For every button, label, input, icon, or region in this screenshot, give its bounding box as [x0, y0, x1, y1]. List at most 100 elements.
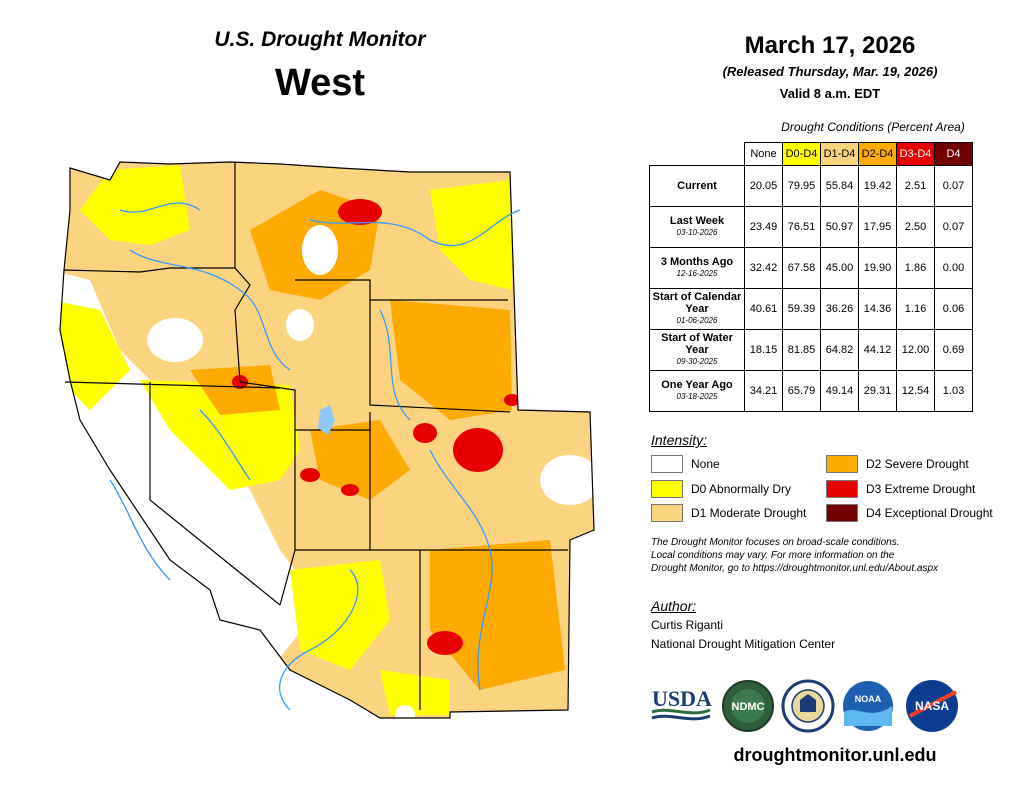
partner-logos: USDA NDMC NOAA NASA: [651, 679, 958, 733]
table-cell: 34.21: [744, 370, 783, 412]
col-none: None: [744, 142, 783, 166]
legend-d1-swatch: [651, 504, 683, 522]
col-d0-d4: D0-D4: [782, 142, 821, 166]
table-corner: [649, 142, 745, 166]
valid-time: Valid 8 a.m. EDT: [779, 86, 881, 101]
legend-d0: D0 Abnormally Dry: [651, 480, 791, 498]
table-cell: 0.06: [934, 288, 973, 330]
table-cell: 20.05: [744, 165, 783, 207]
nasa-logo-text: NASA: [915, 699, 949, 713]
legend-d0-swatch: [651, 480, 683, 498]
row-date: 03-10-2026: [676, 228, 718, 237]
noaa-logo: NOAA: [843, 681, 893, 731]
row-date: 12-16-2025: [676, 269, 718, 278]
legend-d3: D3 Extreme Drought: [826, 480, 975, 498]
table-cell: 0.00: [934, 247, 973, 289]
table-cell: 81.85: [782, 329, 821, 371]
drought-map: [59, 161, 595, 719]
legend-d4: D4 Exceptional Drought: [826, 504, 993, 522]
table-row: Start of Calendar Year 01-06-2026 40.61 59.…: [649, 288, 973, 330]
legend-d2-swatch: [826, 455, 858, 473]
row-label: Current: [649, 165, 745, 207]
table-cell: 45.00: [820, 247, 859, 289]
row-label-text: Start of Water Year: [661, 332, 733, 356]
row-label-text: One Year Ago: [661, 379, 733, 391]
table-cell: 49.14: [820, 370, 859, 412]
doc-seal-logo: [781, 679, 835, 733]
table-row: One Year Ago 03-18-2025 34.21 65.79 49.14 29.…: [649, 370, 973, 412]
table-cell: 0.07: [934, 165, 973, 207]
row-label: Start of Calendar Year 01-06-2026: [649, 288, 745, 330]
row-label-text: Start of Calendar Year: [652, 291, 742, 315]
table-cell: 1.03: [934, 370, 973, 412]
table-caption: Drought Conditions (Percent Area): [781, 120, 965, 134]
row-label: One Year Ago 03-18-2025: [649, 370, 745, 412]
table-cell: 32.42: [744, 247, 783, 289]
legend-d4-label: D4 Exceptional Drought: [866, 506, 993, 520]
col-d4: D4: [934, 142, 973, 166]
legend-d1-label: D1 Moderate Drought: [691, 506, 807, 520]
row-label-text: Last Week: [669, 215, 725, 227]
table-row: Last Week 03-10-2026 23.49 76.51 50.97 17.95 2…: [649, 206, 973, 248]
legend-none: None: [651, 455, 720, 473]
row-label: Last Week 03-10-2026: [649, 206, 745, 248]
row-date: 09-30-2025: [676, 357, 718, 366]
noaa-logo-text: NOAA: [855, 694, 882, 704]
table-cell: 67.58: [782, 247, 821, 289]
release-date: (Released Thursday, Mar. 19, 2026): [722, 64, 938, 79]
table-cell: 0.07: [934, 206, 973, 248]
table-cell: 0.69: [934, 329, 973, 371]
legend-d3-label: D3 Extreme Drought: [866, 482, 976, 496]
region-title: West: [274, 62, 366, 104]
table-cell: 12.00: [896, 329, 935, 371]
table-cell: 76.51: [782, 206, 821, 248]
drought-conditions-table: None D0-D4 D1-D4 D2-D4 D3-D4 D4 Current 2…: [649, 142, 973, 412]
table-cell: 79.95: [782, 165, 821, 207]
table-cell: 19.90: [858, 247, 897, 289]
table-cell: 36.26: [820, 288, 859, 330]
table-cell: 40.61: [744, 288, 783, 330]
row-label: Start of Water Year 09-30-2025: [649, 329, 745, 371]
table-cell: 14.36: [858, 288, 897, 330]
legend-d3-swatch: [826, 480, 858, 498]
row-label-text: 3 Months Ago: [660, 256, 734, 268]
legend-none-swatch: [651, 455, 683, 473]
table-header-row: None D0-D4 D1-D4 D2-D4 D3-D4 D4: [649, 142, 973, 166]
author-org: National Drought Mitigation Center: [651, 637, 836, 651]
legend-d0-label: D0 Abnormally Dry: [691, 482, 792, 496]
usda-logo: USDA: [651, 686, 712, 721]
table-cell: 2.50: [896, 206, 935, 248]
map-date: March 17, 2026: [744, 32, 916, 59]
row-date: 03-18-2025: [676, 392, 718, 401]
disclaimer-note: The Drought Monitor focuses on broad-sca…: [651, 536, 1011, 575]
col-d1-d4: D1-D4: [820, 142, 859, 166]
table-cell: 17.95: [858, 206, 897, 248]
usda-logo-text: USDA: [652, 686, 712, 711]
note-line-1: The Drought Monitor focuses on broad-sca…: [651, 537, 900, 548]
col-d3-d4: D3-D4: [896, 142, 935, 166]
table-cell: 59.39: [782, 288, 821, 330]
row-label-text: Current: [677, 180, 717, 192]
table-row: Current 20.05 79.95 55.84 19.42 2.51 0.07: [649, 165, 973, 207]
col-d2-d4: D2-D4: [858, 142, 897, 166]
legend-none-label: None: [691, 457, 720, 471]
nasa-logo: NASA: [906, 680, 958, 732]
row-date: 01-06-2026: [676, 316, 718, 325]
legend-d1: D1 Moderate Drought: [651, 504, 806, 522]
table-cell: 19.42: [858, 165, 897, 207]
website-url[interactable]: droughtmonitor.unl.edu: [733, 745, 937, 765]
table-row: 3 Months Ago 12-16-2025 32.42 67.58 45.00 19.…: [649, 247, 973, 289]
table-cell: 55.84: [820, 165, 859, 207]
table-cell: 18.15: [744, 329, 783, 371]
legend-title: Intensity:: [651, 432, 708, 448]
ndmc-logo: NDMC: [722, 680, 774, 732]
legend-d2: D2 Severe Drought: [826, 455, 969, 473]
table-cell: 64.82: [820, 329, 859, 371]
note-line-3: Drought Monitor, go to https://droughtmo…: [651, 563, 939, 574]
legend-d2-label: D2 Severe Drought: [866, 457, 969, 471]
table-cell: 29.31: [858, 370, 897, 412]
subtitle: U.S. Drought Monitor: [214, 28, 426, 51]
table-cell: 1.16: [896, 288, 935, 330]
legend-d4-swatch: [826, 504, 858, 522]
author-title: Author:: [651, 598, 697, 614]
